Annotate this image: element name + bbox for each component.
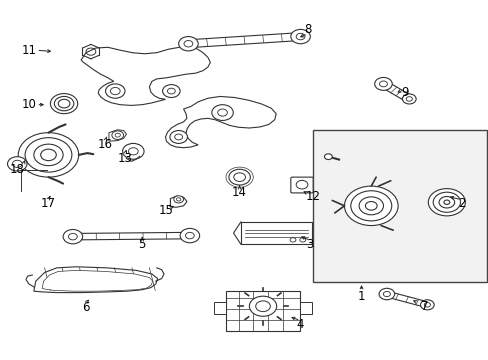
Polygon shape [165,96,276,148]
Circle shape [173,196,183,203]
Text: 4: 4 [296,318,304,331]
Text: 1: 1 [357,290,365,303]
Circle shape [211,105,233,121]
Circle shape [122,143,144,159]
Circle shape [50,94,78,114]
Circle shape [105,84,125,98]
Polygon shape [109,130,126,141]
Text: 15: 15 [159,204,174,217]
FancyBboxPatch shape [299,302,311,314]
Circle shape [402,94,415,104]
Text: 12: 12 [305,190,320,203]
Circle shape [178,37,198,51]
Circle shape [420,300,433,310]
FancyBboxPatch shape [290,177,313,193]
Circle shape [162,85,180,98]
Text: 10: 10 [21,98,36,111]
FancyBboxPatch shape [226,291,299,330]
Circle shape [290,30,310,44]
Text: 5: 5 [138,238,145,251]
Polygon shape [42,270,153,291]
FancyBboxPatch shape [214,302,226,314]
Polygon shape [34,267,158,293]
Text: 17: 17 [41,197,56,210]
Polygon shape [385,291,428,307]
Text: 16: 16 [98,138,113,150]
Circle shape [344,186,397,226]
Text: 14: 14 [232,186,246,199]
Text: 6: 6 [82,301,90,314]
Circle shape [249,296,276,316]
Text: 18: 18 [10,163,25,176]
Polygon shape [81,46,210,105]
Polygon shape [73,232,189,240]
Circle shape [378,288,394,300]
Text: 9: 9 [401,86,408,99]
Circle shape [18,133,79,177]
Bar [312,130,487,282]
Text: 7: 7 [420,300,428,313]
Polygon shape [187,33,301,48]
Text: 13: 13 [117,152,132,165]
Text: 2: 2 [457,197,464,210]
Circle shape [427,189,465,216]
Circle shape [324,154,331,159]
Circle shape [112,131,123,139]
Circle shape [63,229,82,244]
Polygon shape [380,81,411,102]
Circle shape [228,169,250,185]
Circle shape [169,131,187,143]
Text: 3: 3 [306,238,313,251]
Text: 8: 8 [304,23,311,36]
FancyBboxPatch shape [241,222,311,244]
Polygon shape [170,196,186,207]
Circle shape [374,77,391,90]
Circle shape [7,157,27,171]
Text: 11: 11 [21,44,37,57]
Circle shape [180,228,199,243]
